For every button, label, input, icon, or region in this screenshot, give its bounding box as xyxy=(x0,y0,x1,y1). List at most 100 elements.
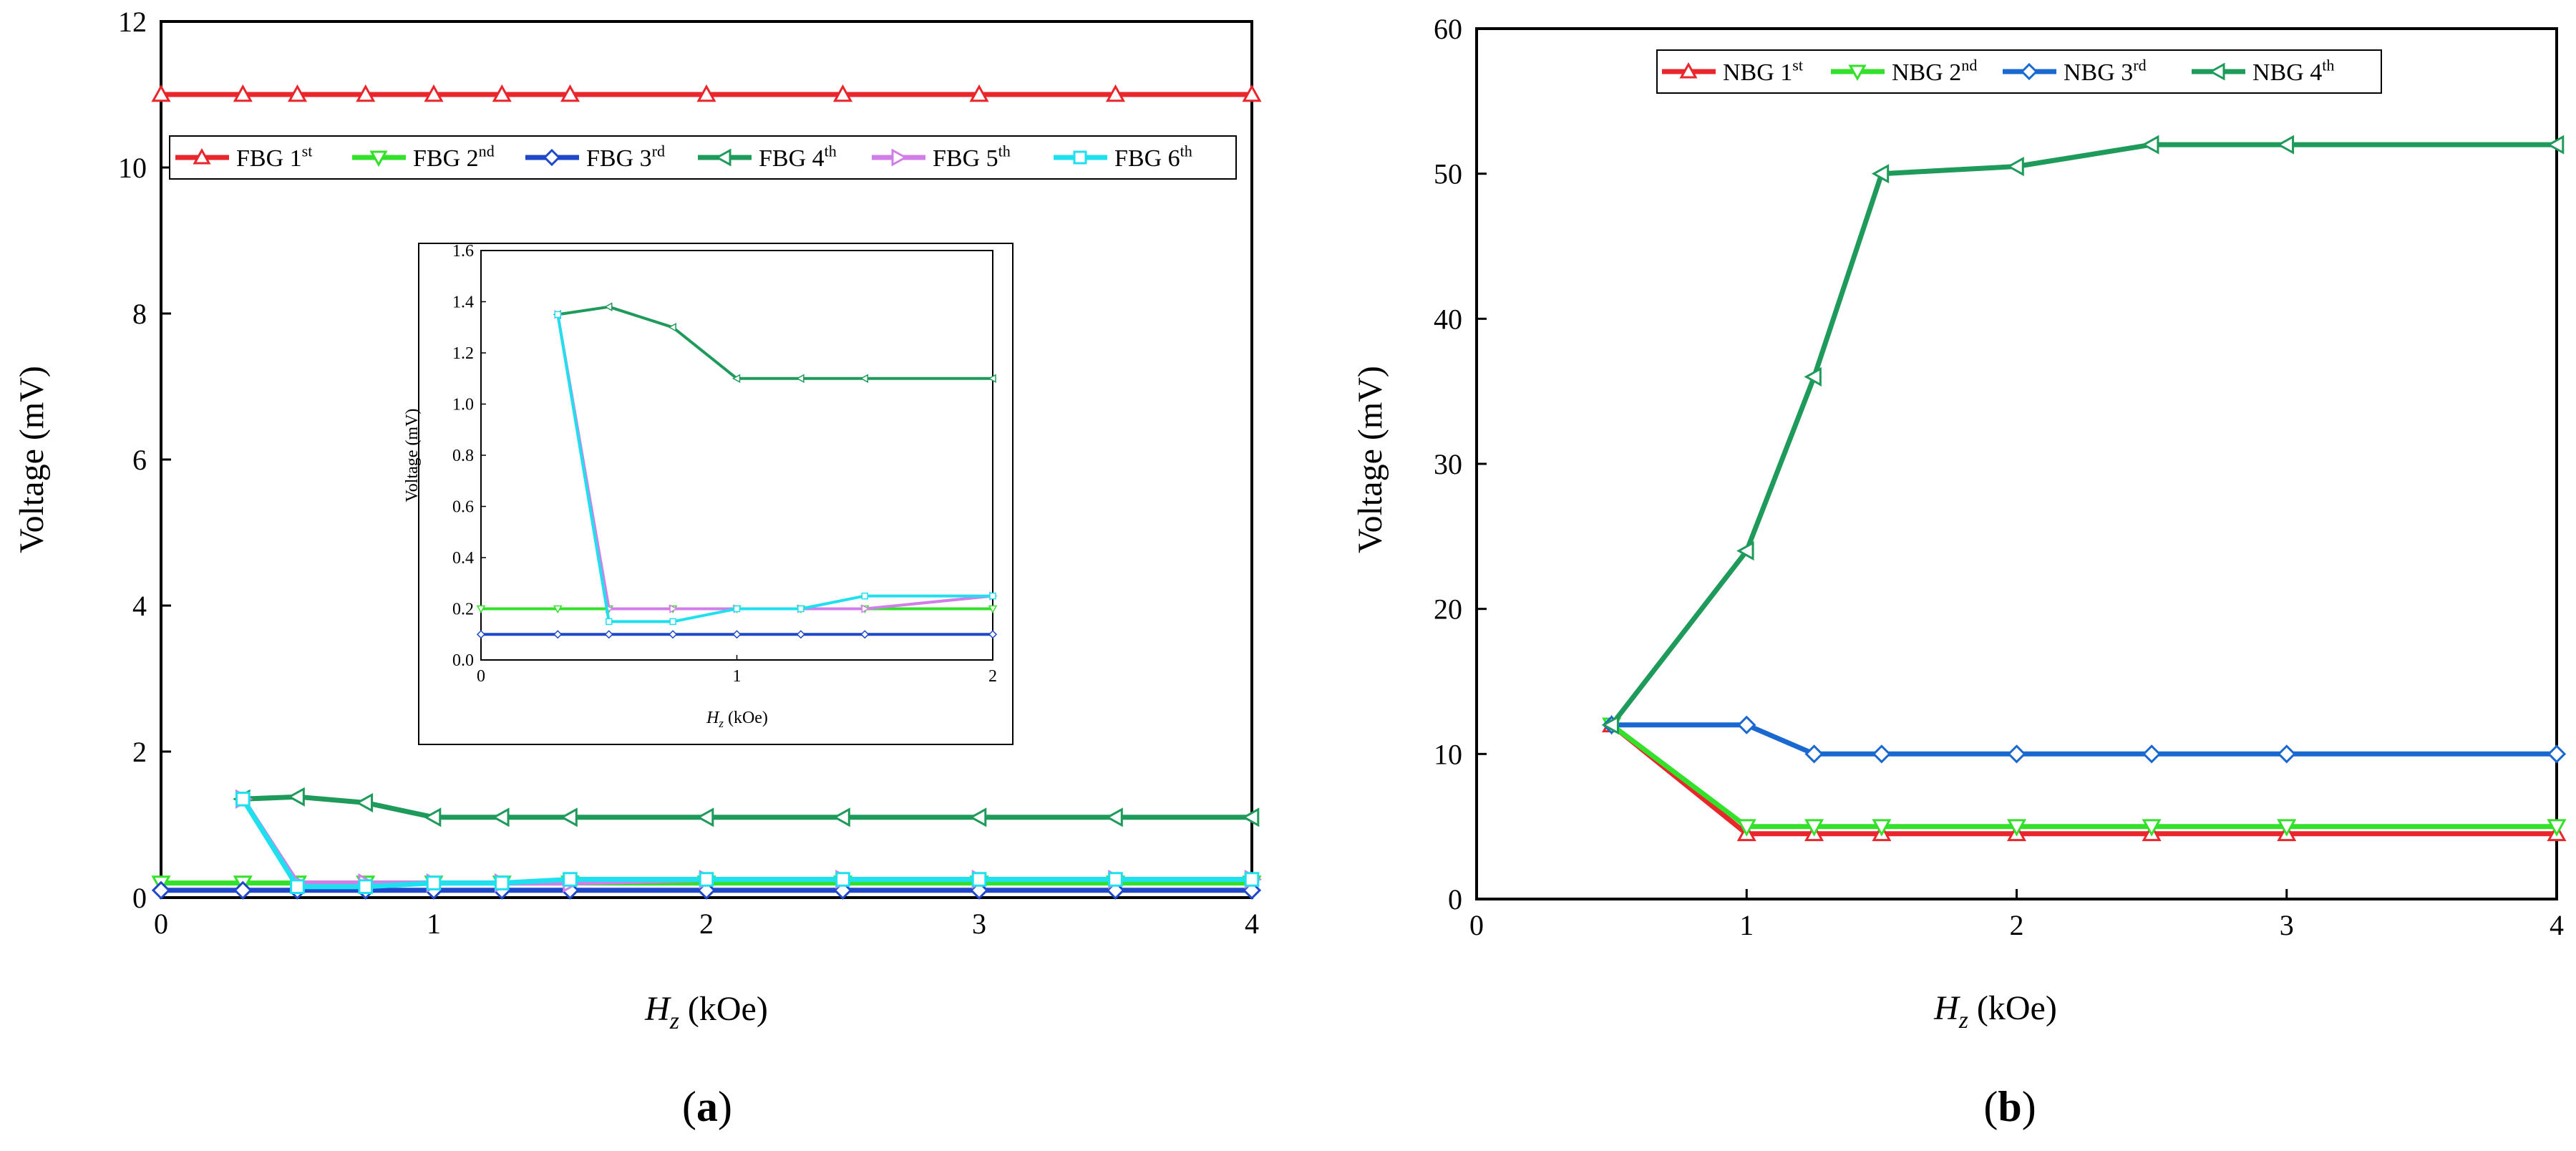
a-legend-sup: rd xyxy=(652,142,665,160)
a-inset-data-point-2 xyxy=(796,630,805,639)
a-legend-label-1: FBG 1st xyxy=(236,142,313,172)
a-data-point-6 xyxy=(971,872,987,887)
b-data-point-4 xyxy=(2142,135,2159,155)
a-y-tick-label: 2 xyxy=(132,736,147,768)
b-data-point-4 xyxy=(1736,541,1754,561)
a-panel-label: (a) xyxy=(682,1083,732,1130)
b-legend-sup: th xyxy=(2322,56,2334,74)
a-legend-sup: th xyxy=(998,142,1011,160)
a-data-point-4 xyxy=(355,792,374,812)
b-legend-name: NBG 4 xyxy=(2252,59,2322,86)
a-legend-sup: nd xyxy=(479,142,495,160)
b-data-point-4 xyxy=(2546,135,2565,155)
a-inset-data-point-2 xyxy=(860,630,870,639)
b-y-tick-label: 40 xyxy=(1434,303,1462,335)
b-data-point-2 xyxy=(2547,819,2567,837)
b-legend-name: NBG 3 xyxy=(2064,59,2133,86)
a-data-point-4 xyxy=(492,807,510,827)
a-data-point-6 xyxy=(1244,872,1260,887)
b-data-point-3 xyxy=(2142,744,2162,764)
a-x-tick-label: 1 xyxy=(427,908,441,940)
a-legend-name: FBG 5 xyxy=(933,145,998,172)
b-data-point-3 xyxy=(1804,744,1824,764)
b-legend-label-4: NBG 4th xyxy=(2252,56,2334,86)
a-x-tick-label: 2 xyxy=(699,908,714,940)
b-legend-marker-2 xyxy=(1848,64,1867,82)
a-data-point-6 xyxy=(426,875,442,890)
b-y-tick-label: 50 xyxy=(1434,158,1462,190)
a-x-axis-unit: (kOe) xyxy=(679,990,768,1028)
a-y-tick-label: 6 xyxy=(132,444,147,476)
b-legend-marker-4 xyxy=(2208,62,2225,81)
a-y-tick-label: 8 xyxy=(132,298,147,330)
a-inset-data-point-2 xyxy=(553,630,563,639)
b-data-point-3 xyxy=(1737,715,1756,734)
b-legend-sup: st xyxy=(1792,56,1804,74)
b-data-point-4 xyxy=(1871,164,1890,184)
b-data-point-2 xyxy=(1804,819,1824,837)
a-inset-data-point-5 xyxy=(554,311,561,319)
b-y-tick-label: 10 xyxy=(1434,738,1462,770)
a-data-point-6 xyxy=(835,872,850,887)
b-series-line-1 xyxy=(1610,723,2557,837)
b-x-tick-label: 1 xyxy=(1739,909,1754,941)
a-data-point-1 xyxy=(1242,84,1262,102)
b-legend-marker-1 xyxy=(1679,62,1698,79)
a-data-point-4 xyxy=(1105,807,1123,827)
a-inset-x-tick-label: 2 xyxy=(988,667,997,686)
b-y-tick-label: 20 xyxy=(1434,593,1462,626)
a-legend-name: FBG 4 xyxy=(759,145,825,172)
b-x-tick-label: 4 xyxy=(2550,909,2564,941)
a-inset-y-tick-label: 0.8 xyxy=(452,447,474,465)
a-data-point-3 xyxy=(151,880,171,900)
b-plot-frame xyxy=(1475,27,2558,900)
a-inset-panel xyxy=(418,243,1014,745)
a-data-point-6 xyxy=(235,792,251,807)
a-inset-data-point-2 xyxy=(732,630,742,639)
a-inset-data-point-1 xyxy=(553,605,563,614)
a-inset-data-point-5 xyxy=(669,618,676,626)
b-y-tick-label: 0 xyxy=(1448,883,1462,916)
a-data-point-1 xyxy=(287,84,308,102)
b-data-point-2 xyxy=(1872,819,1892,837)
b-data-point-3 xyxy=(2007,744,2026,764)
a-inset-data-point-3 xyxy=(988,374,996,384)
a-inset-x-axis-symbol: H xyxy=(706,709,720,727)
a-data-point-4 xyxy=(832,807,850,827)
a-data-point-4 xyxy=(696,807,714,827)
b-legend-sup: nd xyxy=(1961,56,1977,74)
b-data-point-3 xyxy=(2547,744,2567,764)
a-inset-data-point-5 xyxy=(733,605,741,613)
a-panel-paren-open: ( xyxy=(682,1083,696,1130)
b-x-tick-label: 0 xyxy=(1469,909,1484,941)
a-x-tick-label: 3 xyxy=(972,908,986,940)
a-x-tick-label: 4 xyxy=(1245,908,1259,940)
a-legend-sup: st xyxy=(302,142,314,160)
b-x-axis-subscript: z xyxy=(1958,1007,1968,1034)
b-data-point-3 xyxy=(2277,744,2296,764)
b-panel-paren-open: ( xyxy=(1983,1083,1998,1130)
b-y-axis-title: Voltage (mV) xyxy=(1351,366,1389,553)
a-data-point-1 xyxy=(832,84,853,102)
a-inset-y-tick-label: 1.6 xyxy=(452,242,474,261)
a-inset-x-axis-title: Hz (kOe) xyxy=(706,709,768,730)
a-inset-data-point-5 xyxy=(861,592,868,600)
b-legend-marker-3 xyxy=(2020,62,2038,81)
a-inset-x-axis-subscript: z xyxy=(718,717,724,730)
a-data-point-6 xyxy=(358,879,374,894)
a-inset-x-tick-label: 1 xyxy=(733,667,742,686)
b-data-point-4 xyxy=(2006,156,2024,177)
a-inset-data-point-5 xyxy=(797,605,805,613)
a-data-point-4 xyxy=(1241,807,1260,827)
a-inset-data-point-4 xyxy=(861,604,870,613)
a-inset-chart: 0 1 2 0.0 0.2 0.4 0.6 0.8 1.0 1.2 1.4 1.6 Hz (kOe) Vo… xyxy=(403,242,1014,745)
a-inset-data-point-3 xyxy=(796,374,805,384)
a-y-tick-label: 0 xyxy=(132,882,147,914)
a-legend-label-2: FBG 2nd xyxy=(413,142,495,172)
a-y-tick-label: 10 xyxy=(118,152,147,184)
a-x-tick-label: 0 xyxy=(154,908,168,940)
a-inset-y-tick-label: 1.4 xyxy=(452,293,474,312)
a-inset-data-point-4 xyxy=(669,604,678,613)
a-inset-y-tick-label: 0.0 xyxy=(452,651,474,670)
